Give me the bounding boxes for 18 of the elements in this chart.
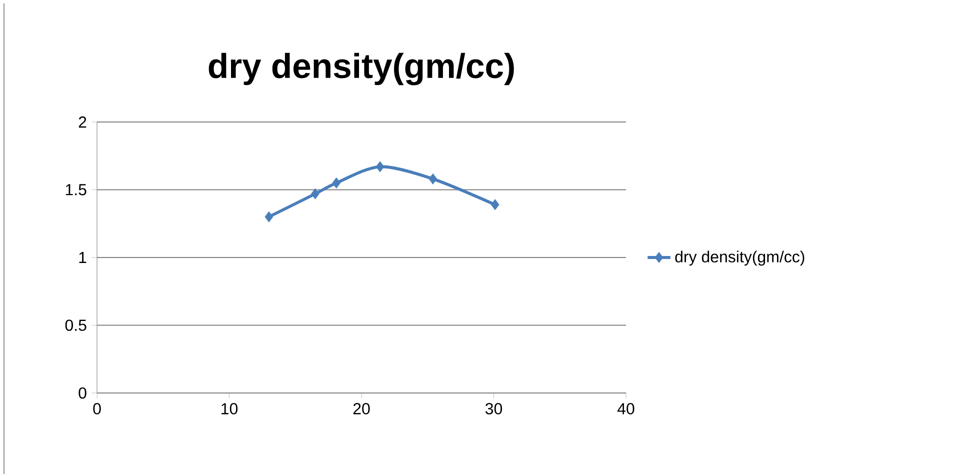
legend-label: dry density(gm/cc)	[675, 250, 804, 266]
x-tick-label: 10	[222, 403, 238, 414]
chart-title: dry density(gm/cc)	[208, 52, 514, 86]
x-tick-label: 40	[617, 403, 634, 414]
point	[376, 161, 384, 172]
point	[264, 211, 274, 222]
point	[490, 199, 500, 210]
y-tick-label: 0.5	[65, 320, 86, 331]
x-tick-label: 0	[93, 403, 101, 414]
x-tick-label: 20	[353, 403, 370, 414]
x-tick-label: 30	[485, 403, 502, 414]
y-tick-label: 1.5	[66, 184, 86, 196]
y-tick-label: 0	[78, 387, 86, 399]
y-tick-label: 1	[79, 252, 86, 263]
y-tick-label: 2	[78, 116, 86, 128]
point	[428, 173, 438, 184]
point	[311, 188, 320, 200]
point	[332, 177, 341, 188]
